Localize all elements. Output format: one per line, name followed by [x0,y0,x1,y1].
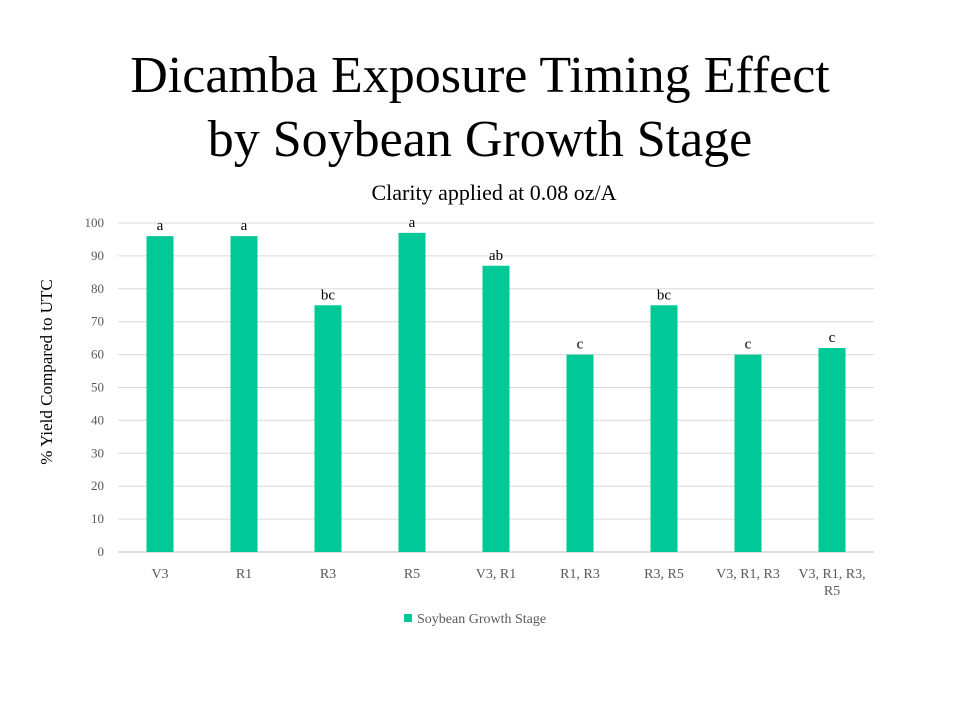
bar [146,236,174,552]
x-tick-label: R1 [236,567,252,582]
data-label: c [577,337,584,353]
bar [482,265,510,552]
x-tick-label: R3 [320,567,336,582]
bar [566,354,594,552]
bar [650,305,678,552]
y-tick-label: 100 [85,215,105,230]
data-label: ab [489,248,503,264]
bar [734,354,762,552]
x-tick-label: V3, R1, R3 [716,567,780,582]
legend-label: Soybean Growth Stage [417,612,546,627]
y-tick-label: 50 [91,380,104,395]
bar [314,305,342,552]
y-axis-label: % Yield Compared to UTC [37,279,56,464]
bar [398,232,426,552]
y-tick-label: 30 [91,445,104,460]
data-label: bc [657,287,672,303]
x-tick-label: R1, R3 [560,567,600,582]
y-tick-label: 10 [91,511,104,526]
legend: Soybean Growth Stage [404,612,546,627]
y-tick-label: 60 [91,347,104,362]
y-tick-label: 80 [91,281,104,296]
slide-title-line-2: by Soybean Growth Stage [207,111,753,168]
slide-title-line-1: Dicamba Exposure Timing Effect [130,47,830,104]
data-label: a [409,215,416,231]
x-tick-label: V3 [151,567,168,582]
bar [818,348,846,552]
x-tick-label: R3, R5 [644,567,684,582]
x-tick-label: V3, R1 [476,567,516,582]
y-tick-label: 0 [98,544,105,559]
slide-title: Dicamba Exposure Timing Effect by Soybea… [0,44,960,172]
x-axis: V3 R1 R3 R5 V3, R1 R1, R3 R3, R5 V3, R1, R3 V3, … [151,567,865,599]
y-axis: 0 10 20 30 40 50 60 70 80 90 100 [85,215,105,559]
y-tick-label: 70 [91,314,104,329]
data-label: bc [321,287,336,303]
y-tick-label: 40 [91,412,104,427]
x-tick-label: V3, R1, R3, R5 [798,567,865,599]
data-label: a [241,218,248,234]
data-label: c [829,330,836,346]
x-tick-label: R5 [404,567,420,582]
y-tick-label: 20 [91,478,104,493]
chart-subtitle: Clarity applied at 0.08 oz/A [372,180,617,205]
data-label: c [745,337,752,353]
legend-swatch [404,614,412,622]
bar [230,236,258,552]
y-tick-label: 90 [91,248,104,263]
bars [146,232,846,552]
data-label: a [157,218,164,234]
